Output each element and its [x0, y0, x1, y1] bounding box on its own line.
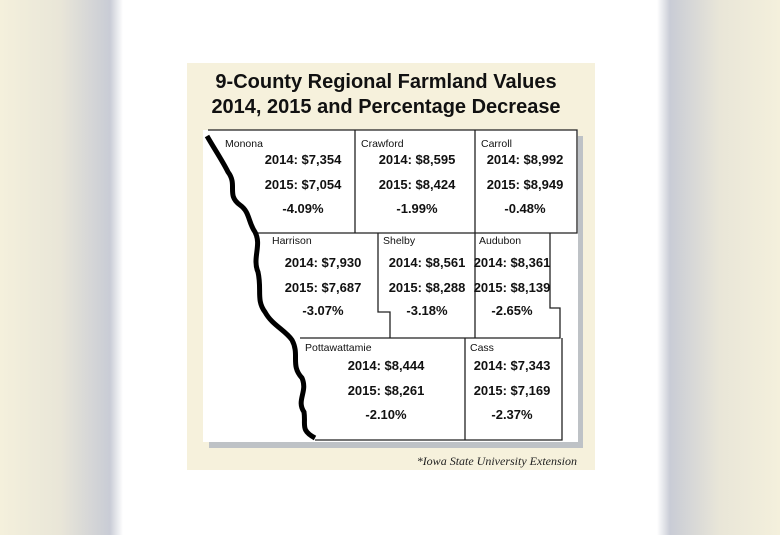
county-value: 2014: $8,444 — [348, 358, 425, 373]
county-value: -3.07% — [302, 303, 344, 318]
county-value: 2015: $7,169 — [474, 383, 551, 398]
county-value: 2014: $7,343 — [474, 358, 551, 373]
title-line: 9-County Regional Farmland Values — [215, 71, 556, 93]
county-value: 2015: $7,054 — [265, 177, 342, 192]
county-value: 2014: $8,992 — [487, 152, 564, 167]
county-name: Shelby — [383, 235, 416, 247]
county-name: Audubon — [479, 235, 521, 247]
county-value: 2015: $8,424 — [379, 177, 456, 192]
county-value: 2015: $8,261 — [348, 383, 425, 398]
county-value: 2015: $8,949 — [487, 177, 564, 192]
county-value: 2015: $8,139 — [474, 280, 551, 295]
county-borders — [208, 129, 578, 441]
county-value: 2014: $8,361 — [474, 255, 551, 270]
county-value: -2.37% — [491, 407, 533, 422]
county-value: -3.18% — [406, 303, 448, 318]
county-value: 2014: $7,930 — [285, 255, 362, 270]
county-name: Cass — [470, 342, 494, 354]
county-name: Crawford — [361, 138, 404, 150]
county-value: -1.99% — [396, 201, 438, 216]
map-area — [203, 130, 578, 442]
county-value: -2.10% — [365, 407, 407, 422]
title-line: 2014, 2015 and Percentage Decrease — [211, 96, 560, 118]
county-value: -0.48% — [504, 201, 546, 216]
county-name: Monona — [225, 138, 263, 150]
county-value: -4.09% — [282, 201, 324, 216]
county-value: 2015: $7,687 — [285, 280, 362, 295]
county-name: Carroll — [481, 138, 512, 150]
county-value: 2014: $8,561 — [389, 255, 466, 270]
county-value: 2015: $8,288 — [389, 280, 466, 295]
county-name: Pottawattamie — [305, 342, 372, 354]
county-value: -2.65% — [491, 303, 533, 318]
source-note: *Iowa State University Extension — [417, 454, 577, 468]
county-value: 2014: $7,354 — [265, 152, 342, 167]
county-value: 2014: $8,595 — [379, 152, 456, 167]
river — [204, 134, 317, 441]
county-name: Harrison — [272, 235, 312, 247]
